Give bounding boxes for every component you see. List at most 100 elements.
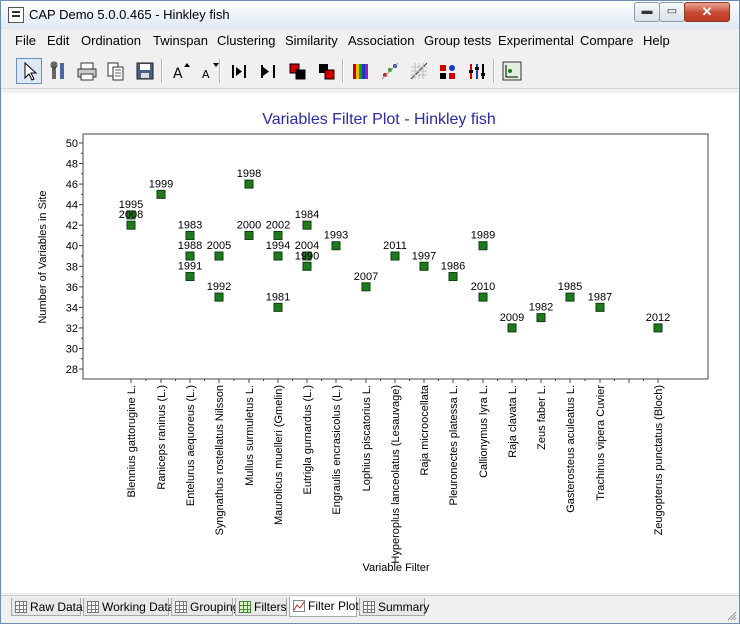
menu-edit[interactable]: Edit [47, 33, 70, 48]
data-point [536, 313, 546, 323]
data-point-label: 1994 [266, 240, 290, 252]
data-point-label: 1987 [588, 291, 612, 303]
symbols-icon [440, 65, 455, 79]
print-icon [77, 62, 97, 81]
tab-filters[interactable]: Filters [235, 598, 287, 616]
menu-ordination[interactable]: Ordination [81, 33, 141, 48]
tab-filter-plot[interactable]: Filter Plot [289, 597, 359, 617]
close-button[interactable]: ✕ [684, 2, 730, 22]
data-point [653, 323, 663, 333]
save-tool-button[interactable] [132, 58, 158, 84]
data-point [361, 282, 371, 292]
maximize-button[interactable]: ▭ [659, 2, 685, 22]
x-category-label: Gasterosteus aculeatus L. [565, 385, 577, 513]
menu-file[interactable]: File [15, 33, 36, 48]
palette-icon [353, 64, 368, 79]
font-larger-tool-button[interactable]: A [167, 58, 193, 84]
y-tick-label: 30 [66, 343, 78, 355]
x-category-label: Entelurus aequoreus (L.) [185, 385, 197, 506]
data-point-label: 1989 [471, 230, 495, 242]
color-swatch-tool-button[interactable] [284, 58, 310, 84]
print-tool-button[interactable] [74, 58, 100, 84]
menu-twinspan[interactable]: Twinspan [153, 33, 208, 48]
pointer-tool-button[interactable] [16, 58, 42, 84]
menu-experimental[interactable]: Experimental [498, 33, 574, 48]
move-right-tool-button[interactable] [255, 58, 281, 84]
x-category-label: Hyperoplus lanceolatus (Lesauvage) [390, 385, 402, 564]
font-smaller-tool-button[interactable]: A [196, 58, 222, 84]
toolbar-separator [219, 59, 221, 83]
resize-grip-icon[interactable] [727, 611, 737, 621]
title-bar: CAP Demo 5.0.0.465 - Hinkley fish ▬ ▭ ✕ [1, 1, 739, 29]
y-tick-label: 48 [66, 159, 78, 171]
x-category-label: Eutrigla gurnardus (L.) [302, 385, 314, 494]
tab-raw-data[interactable]: Raw Data [11, 598, 83, 616]
data-point [302, 261, 312, 271]
svg-text:A: A [173, 66, 183, 82]
tab-label: Raw Data [30, 600, 83, 614]
data-point-label: 2004 [295, 240, 319, 252]
tab-label: Filter Plot [308, 599, 359, 613]
axis-settings-icon [502, 61, 522, 81]
tab-working-data[interactable]: Working Data [83, 598, 174, 616]
move-left-tool-button[interactable] [226, 58, 252, 84]
data-point-label: 1984 [295, 209, 319, 221]
data-point-label: 1982 [529, 302, 553, 314]
data-point-label: 1997 [412, 250, 436, 262]
data-point [273, 230, 283, 240]
menu-clustering[interactable]: Clustering [217, 33, 276, 48]
data-point-label: 1998 [237, 168, 261, 180]
sliders-icon [469, 64, 485, 79]
menu-help[interactable]: Help [643, 33, 670, 48]
data-point [302, 251, 312, 261]
palette-tool-button[interactable] [348, 58, 374, 84]
grid-tool-button[interactable] [406, 58, 432, 84]
x-category-label: Trachinus vipera Cuvier [595, 385, 607, 501]
scatter-tool-button[interactable] [377, 58, 403, 84]
copy-tool-button[interactable] [103, 58, 129, 84]
toolbar-separator [493, 59, 495, 83]
data-point [595, 302, 605, 312]
symbols-tool-button[interactable] [435, 58, 461, 84]
data-point-label: 2008 [119, 209, 143, 221]
tools-tool-button[interactable] [45, 58, 71, 84]
x-category-label: Engraulis encrasicolus (L.) [331, 385, 343, 515]
y-axis-label: Number of Variables in Site [37, 190, 49, 323]
y-tick-label: 44 [66, 200, 78, 212]
x-category-label: Mullus surmuletus L. [244, 385, 256, 486]
data-point-label: 1993 [324, 230, 348, 242]
data-point-label: 2009 [500, 312, 524, 324]
font-larger-icon: A [173, 63, 190, 82]
data-point-label: 1985 [558, 281, 582, 293]
x-axis-label: Variable Filter [362, 562, 429, 574]
menu-group-tests[interactable]: Group tests [424, 33, 492, 48]
menu-compare[interactable]: Compare [580, 33, 634, 48]
data-point [214, 251, 224, 261]
data-point [244, 230, 254, 240]
x-category-label: Raja clavata L. [507, 385, 519, 458]
y-tick-label: 46 [66, 179, 78, 191]
data-point [419, 261, 429, 271]
data-point [331, 241, 341, 251]
save-icon [136, 62, 154, 80]
data-point [185, 230, 195, 240]
menu-similarity[interactable]: Similarity [285, 33, 338, 48]
menu-association[interactable]: Association [348, 33, 415, 48]
x-category-label: Lophius piscatorius L. [361, 385, 373, 491]
tab-label: Grouping [190, 600, 240, 614]
tab-grouping[interactable]: Grouping [171, 598, 239, 616]
tab-summary[interactable]: Summary [359, 598, 429, 616]
sliders-tool-button[interactable] [464, 58, 490, 84]
window-title: CAP Demo 5.0.0.465 - Hinkley fish [29, 7, 230, 22]
grid-icon [175, 601, 187, 613]
app-icon [8, 7, 24, 23]
data-point [565, 292, 575, 302]
minimize-button[interactable]: ▬ [634, 2, 660, 22]
axis-settings-tool-button[interactable] [499, 58, 525, 84]
move-left-icon [232, 65, 246, 78]
marker-color-tool-button[interactable] [313, 58, 339, 84]
y-tick-label: 42 [66, 220, 78, 232]
plot-area: Variables Filter Plot - Hinkley fish 28 30… [2, 93, 738, 593]
